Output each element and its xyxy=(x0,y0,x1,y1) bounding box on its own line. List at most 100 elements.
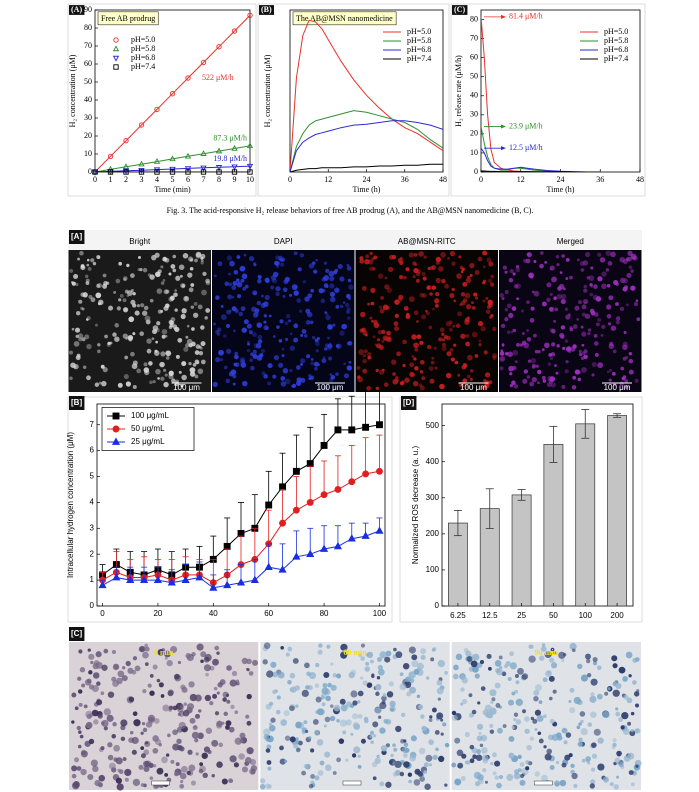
marker xyxy=(247,169,253,175)
cell xyxy=(432,647,437,651)
cell xyxy=(316,708,324,716)
cell xyxy=(457,373,461,377)
cell xyxy=(329,276,335,282)
cell xyxy=(69,376,73,380)
cell xyxy=(581,343,585,347)
marker xyxy=(112,572,121,581)
cell xyxy=(276,325,280,329)
panel-label: [C] xyxy=(71,629,82,638)
cell xyxy=(285,337,289,341)
cell xyxy=(226,665,232,671)
cell xyxy=(120,736,126,742)
cell xyxy=(247,342,251,346)
cell xyxy=(101,380,107,387)
cell xyxy=(464,760,469,765)
cell xyxy=(278,362,284,368)
cell xyxy=(157,377,160,380)
cell xyxy=(282,368,289,374)
cell xyxy=(393,771,398,777)
legend-label: pH=7.4 xyxy=(604,54,628,63)
cell xyxy=(546,748,553,755)
strip-top xyxy=(68,626,642,642)
cell xyxy=(266,744,272,750)
marker xyxy=(306,498,314,506)
cell xyxy=(630,711,635,716)
cell xyxy=(196,643,204,651)
cell xyxy=(240,278,245,283)
annotation-arrowhead xyxy=(501,14,506,19)
error-bar xyxy=(517,489,526,501)
cell xyxy=(466,656,473,662)
cell xyxy=(200,651,207,658)
x-tick-label: 10 xyxy=(246,175,254,184)
cell xyxy=(436,712,444,720)
y-tick-label: 200 xyxy=(426,529,440,538)
cell xyxy=(303,720,308,725)
cell xyxy=(393,321,399,327)
marker xyxy=(200,169,207,175)
cell xyxy=(289,705,295,712)
cell xyxy=(586,672,592,678)
cell xyxy=(75,282,79,287)
cell xyxy=(103,648,109,654)
cell xyxy=(269,701,274,706)
cell xyxy=(140,303,145,308)
cell xyxy=(321,358,327,364)
cell xyxy=(149,690,155,696)
cell xyxy=(613,761,617,766)
annotation: 87.3 μM/h xyxy=(213,134,247,143)
cell xyxy=(145,741,149,745)
cell xyxy=(517,667,524,675)
cell xyxy=(79,250,84,256)
cell xyxy=(429,715,433,719)
cell xyxy=(71,692,77,698)
cell xyxy=(550,647,555,652)
cell xyxy=(630,285,636,291)
cell xyxy=(597,362,604,369)
cell xyxy=(216,691,220,695)
y-tick-label: 60 xyxy=(470,52,478,61)
cell xyxy=(336,719,340,723)
cell xyxy=(191,327,195,331)
x-tick-label: 0 xyxy=(93,175,97,184)
cell xyxy=(492,353,498,359)
cell xyxy=(147,683,152,688)
error-bar xyxy=(321,413,328,446)
cell xyxy=(214,645,220,651)
cell xyxy=(475,754,483,761)
cell xyxy=(162,256,168,262)
cell xyxy=(211,773,215,778)
cell xyxy=(198,709,202,713)
cell xyxy=(87,648,91,652)
cell xyxy=(476,735,483,742)
cell xyxy=(511,691,516,696)
cell xyxy=(389,760,393,764)
cell xyxy=(559,779,567,787)
plot-area xyxy=(441,403,634,607)
annotation: 522 μM/h xyxy=(202,73,234,82)
cell xyxy=(270,661,277,668)
cell xyxy=(297,740,303,746)
cell xyxy=(173,292,178,298)
cell xyxy=(287,680,292,685)
cell xyxy=(241,766,249,773)
x-tick-label: 100 xyxy=(373,609,387,618)
cell xyxy=(500,349,504,353)
cell xyxy=(541,774,548,782)
cell xyxy=(408,646,416,654)
cell xyxy=(128,696,135,703)
cell xyxy=(202,271,207,276)
marker xyxy=(334,426,342,434)
cell xyxy=(411,372,416,377)
cell xyxy=(80,750,88,758)
cell xyxy=(625,355,629,360)
cell xyxy=(346,310,350,314)
cell xyxy=(267,381,272,386)
cell xyxy=(440,718,444,722)
error-bar xyxy=(549,425,558,463)
cell xyxy=(613,279,619,285)
cell xyxy=(295,721,302,729)
cell xyxy=(156,321,161,326)
cell xyxy=(465,341,471,347)
cell xyxy=(480,326,486,332)
